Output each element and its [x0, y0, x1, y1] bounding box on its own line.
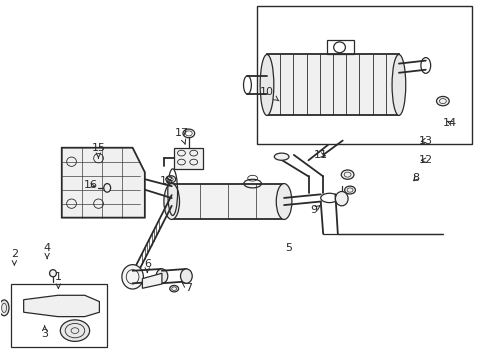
Bar [257, 6, 472, 144]
Polygon shape [24, 295, 99, 317]
Text: 5: 5 [286, 243, 293, 253]
Text: 9: 9 [310, 206, 320, 216]
Polygon shape [174, 148, 203, 169]
Ellipse shape [122, 265, 144, 289]
Ellipse shape [49, 270, 56, 277]
Text: 1: 1 [55, 272, 62, 288]
Text: 17: 17 [174, 129, 189, 144]
Ellipse shape [341, 170, 354, 179]
Text: 15: 15 [92, 143, 105, 158]
Polygon shape [62, 148, 145, 218]
Bar [327, 40, 354, 54]
Ellipse shape [274, 153, 289, 160]
Ellipse shape [156, 269, 168, 283]
Text: 13: 13 [419, 136, 433, 145]
Text: 18: 18 [160, 176, 174, 186]
Ellipse shape [166, 176, 175, 183]
Ellipse shape [180, 269, 192, 283]
Text: 8: 8 [413, 173, 419, 183]
Text: 11: 11 [314, 150, 328, 160]
Ellipse shape [0, 300, 9, 316]
Bar [11, 284, 107, 347]
Ellipse shape [260, 54, 274, 116]
Ellipse shape [60, 320, 90, 341]
Text: 3: 3 [41, 326, 48, 339]
Polygon shape [267, 54, 399, 116]
Text: 7: 7 [182, 283, 193, 293]
Text: 16: 16 [84, 180, 98, 190]
Ellipse shape [392, 54, 406, 116]
Ellipse shape [335, 192, 348, 206]
Text: 4: 4 [44, 243, 50, 259]
Ellipse shape [276, 184, 292, 220]
Ellipse shape [104, 184, 111, 192]
Ellipse shape [170, 285, 178, 292]
Text: 14: 14 [443, 118, 457, 128]
Polygon shape [172, 184, 284, 220]
Polygon shape [143, 273, 162, 288]
Text: 12: 12 [419, 155, 433, 165]
Ellipse shape [344, 186, 355, 194]
Ellipse shape [437, 96, 449, 106]
Text: 2: 2 [11, 248, 18, 265]
Text: 10: 10 [260, 87, 279, 101]
Ellipse shape [164, 184, 179, 220]
Text: 6: 6 [144, 259, 151, 273]
